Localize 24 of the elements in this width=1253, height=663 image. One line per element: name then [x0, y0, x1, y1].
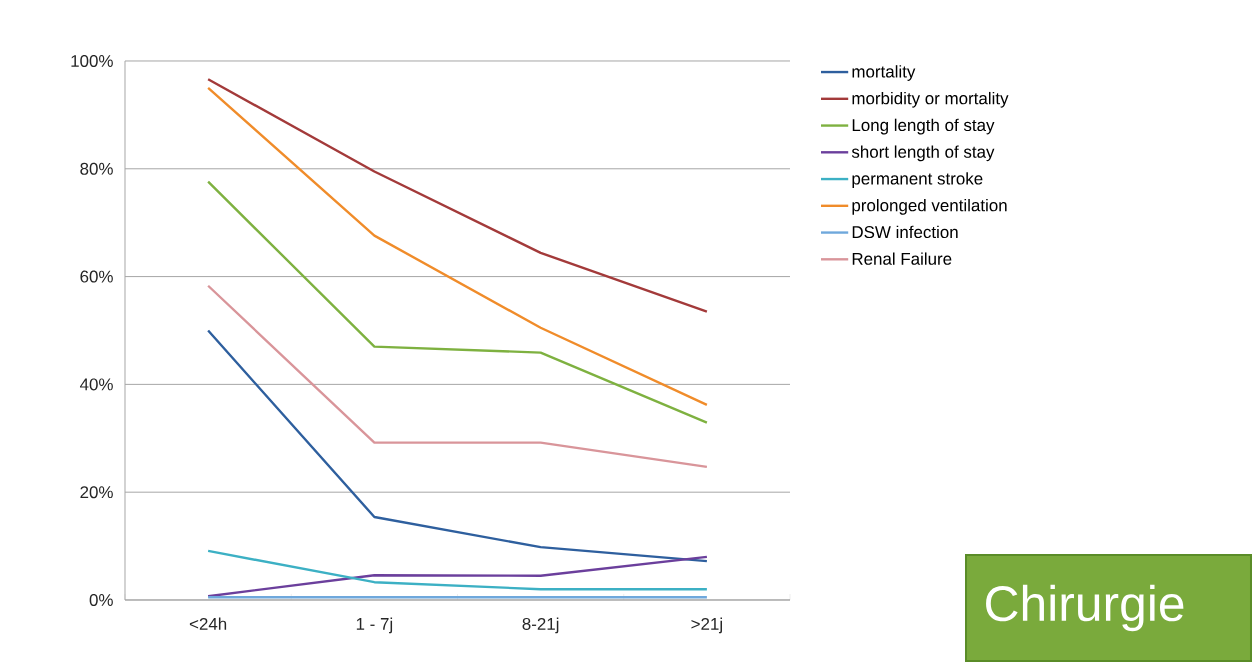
y-tick-label: 20%	[80, 486, 113, 499]
legend-label: short length of stay	[851, 145, 995, 162]
line-series	[206, 329, 709, 563]
legend-label: mortality	[852, 65, 916, 81]
legend-label: prolonged ventilation	[852, 198, 1007, 215]
x-tick-label: 1 - 7j	[356, 617, 393, 634]
y-tick-label: 60%	[80, 270, 113, 283]
line-series	[206, 86, 709, 407]
x-tick-label: 8-21j	[522, 617, 559, 634]
legend-label: morbidity or mortality	[852, 91, 1009, 108]
y-tick-label: 100%	[71, 54, 113, 67]
legend-label: DSW infection	[852, 225, 958, 239]
y-tick-label: 40%	[79, 378, 113, 391]
text: Chirurgie	[986, 584, 1184, 632]
legend-label: permanent stroke	[852, 172, 983, 188]
line-series	[206, 180, 709, 424]
legend-label: Long length of stay	[852, 118, 995, 135]
x-tick-label: <24h	[189, 617, 227, 630]
y-tick-label: 80%	[80, 162, 113, 175]
line-series	[206, 555, 709, 598]
y-tick-label: 0%	[89, 593, 113, 606]
legend-label: Renal Failure	[852, 252, 952, 265]
line-series	[206, 78, 709, 313]
x-tick-label: >21j	[691, 617, 722, 634]
